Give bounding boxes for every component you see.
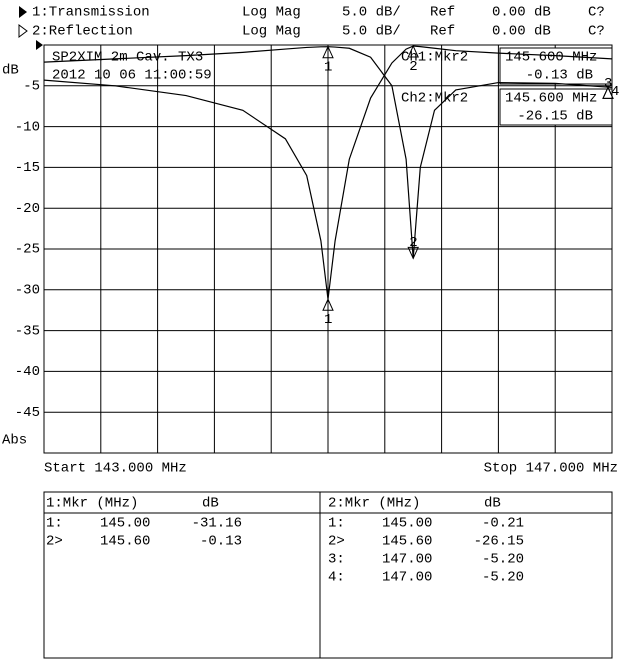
header-field: 0.00 dB	[492, 5, 551, 21]
table-cell: -5.20	[482, 570, 524, 586]
table-cell: 1:	[46, 516, 63, 532]
header-field: 5.0 dB/	[342, 5, 401, 21]
scale-label: Abs	[2, 433, 27, 449]
marker-symbol	[602, 86, 614, 99]
marker-id: 1	[324, 312, 332, 328]
header-field: 2:Reflection	[32, 24, 133, 40]
table-cell: 145.00	[382, 516, 432, 532]
y-tick-label: -35	[15, 323, 40, 339]
table-cell: 2>	[328, 534, 345, 550]
header-field: 1:Transmission	[32, 5, 150, 21]
header-field: 0.00 dB	[492, 24, 551, 40]
readout-value: -0.13 dB	[526, 68, 593, 84]
y-tick-label: -15	[15, 160, 40, 176]
y-tick-label: -20	[15, 201, 40, 217]
marker-id: 4	[611, 84, 619, 100]
readout-value: -26.15 dB	[517, 109, 593, 125]
table-cell: -0.21	[482, 516, 524, 532]
y-tick-label: -25	[15, 242, 40, 258]
table-header: dB	[484, 496, 501, 512]
readout-freq: 145.600 MHz	[505, 50, 597, 66]
readout-label: Ch2:Mkr2	[401, 91, 468, 107]
table-cell: 145.60	[382, 534, 432, 550]
y-tick-label: -30	[15, 283, 40, 299]
marker-id: 2	[409, 235, 417, 251]
table-header: 2:Mkr (MHz)	[328, 496, 420, 512]
y-tick-label: -40	[15, 364, 40, 380]
header-field: C?	[588, 5, 605, 21]
table-header: 1:Mkr (MHz)	[46, 496, 138, 512]
stop-label: Stop 147.000 MHz	[484, 461, 618, 477]
table-cell: -5.20	[482, 552, 524, 568]
table-cell: -26.15	[474, 534, 524, 550]
marker-id: 1	[324, 59, 332, 75]
table-cell: 145.00	[100, 516, 150, 532]
table-cell: 145.60	[100, 534, 150, 550]
table-cell: 4:	[328, 570, 345, 586]
header-field: Log Mag	[242, 5, 301, 21]
readout-freq: 145.600 MHz	[505, 91, 597, 107]
table-cell: -31.16	[192, 516, 242, 532]
trace	[43, 45, 613, 300]
table-cell: -0.13	[200, 534, 242, 550]
active-channel-indicator	[19, 6, 27, 18]
channel-indicator	[18, 24, 28, 38]
header-field: 5.0 dB/	[342, 24, 401, 40]
table-cell: 3:	[328, 552, 345, 568]
readout-label: Ch1:Mkr2	[401, 50, 468, 66]
header-field: Ref	[430, 5, 455, 21]
y-tick-label: -10	[15, 119, 40, 135]
marker-id: 2	[409, 59, 417, 75]
ref-position-indicator	[36, 40, 43, 50]
table-cell: 147.00	[382, 552, 432, 568]
marker-id: 3	[604, 76, 612, 92]
marker-symbol	[322, 298, 334, 311]
marker-symbol	[407, 44, 419, 58]
annotation: 2012 10 06 11:00:59	[52, 68, 212, 84]
y-axis-label: dB	[2, 63, 19, 79]
header-field: Ref	[430, 24, 455, 40]
readout-box	[499, 88, 613, 126]
header-field: C?	[588, 24, 605, 40]
table-cell: 2>	[46, 534, 63, 550]
table-header: dB	[202, 496, 219, 512]
table-cell: 147.00	[382, 570, 432, 586]
trace	[43, 46, 613, 259]
marker-symbol	[322, 45, 334, 59]
marker-symbol	[407, 246, 419, 260]
header-field: Log Mag	[242, 24, 301, 40]
table-cell: 1:	[328, 516, 345, 532]
y-tick-label: -5	[23, 79, 40, 95]
y-tick-label: -45	[15, 405, 40, 421]
marker-table-frame	[43, 491, 613, 659]
start-label: Start 143.000 MHz	[44, 461, 187, 477]
